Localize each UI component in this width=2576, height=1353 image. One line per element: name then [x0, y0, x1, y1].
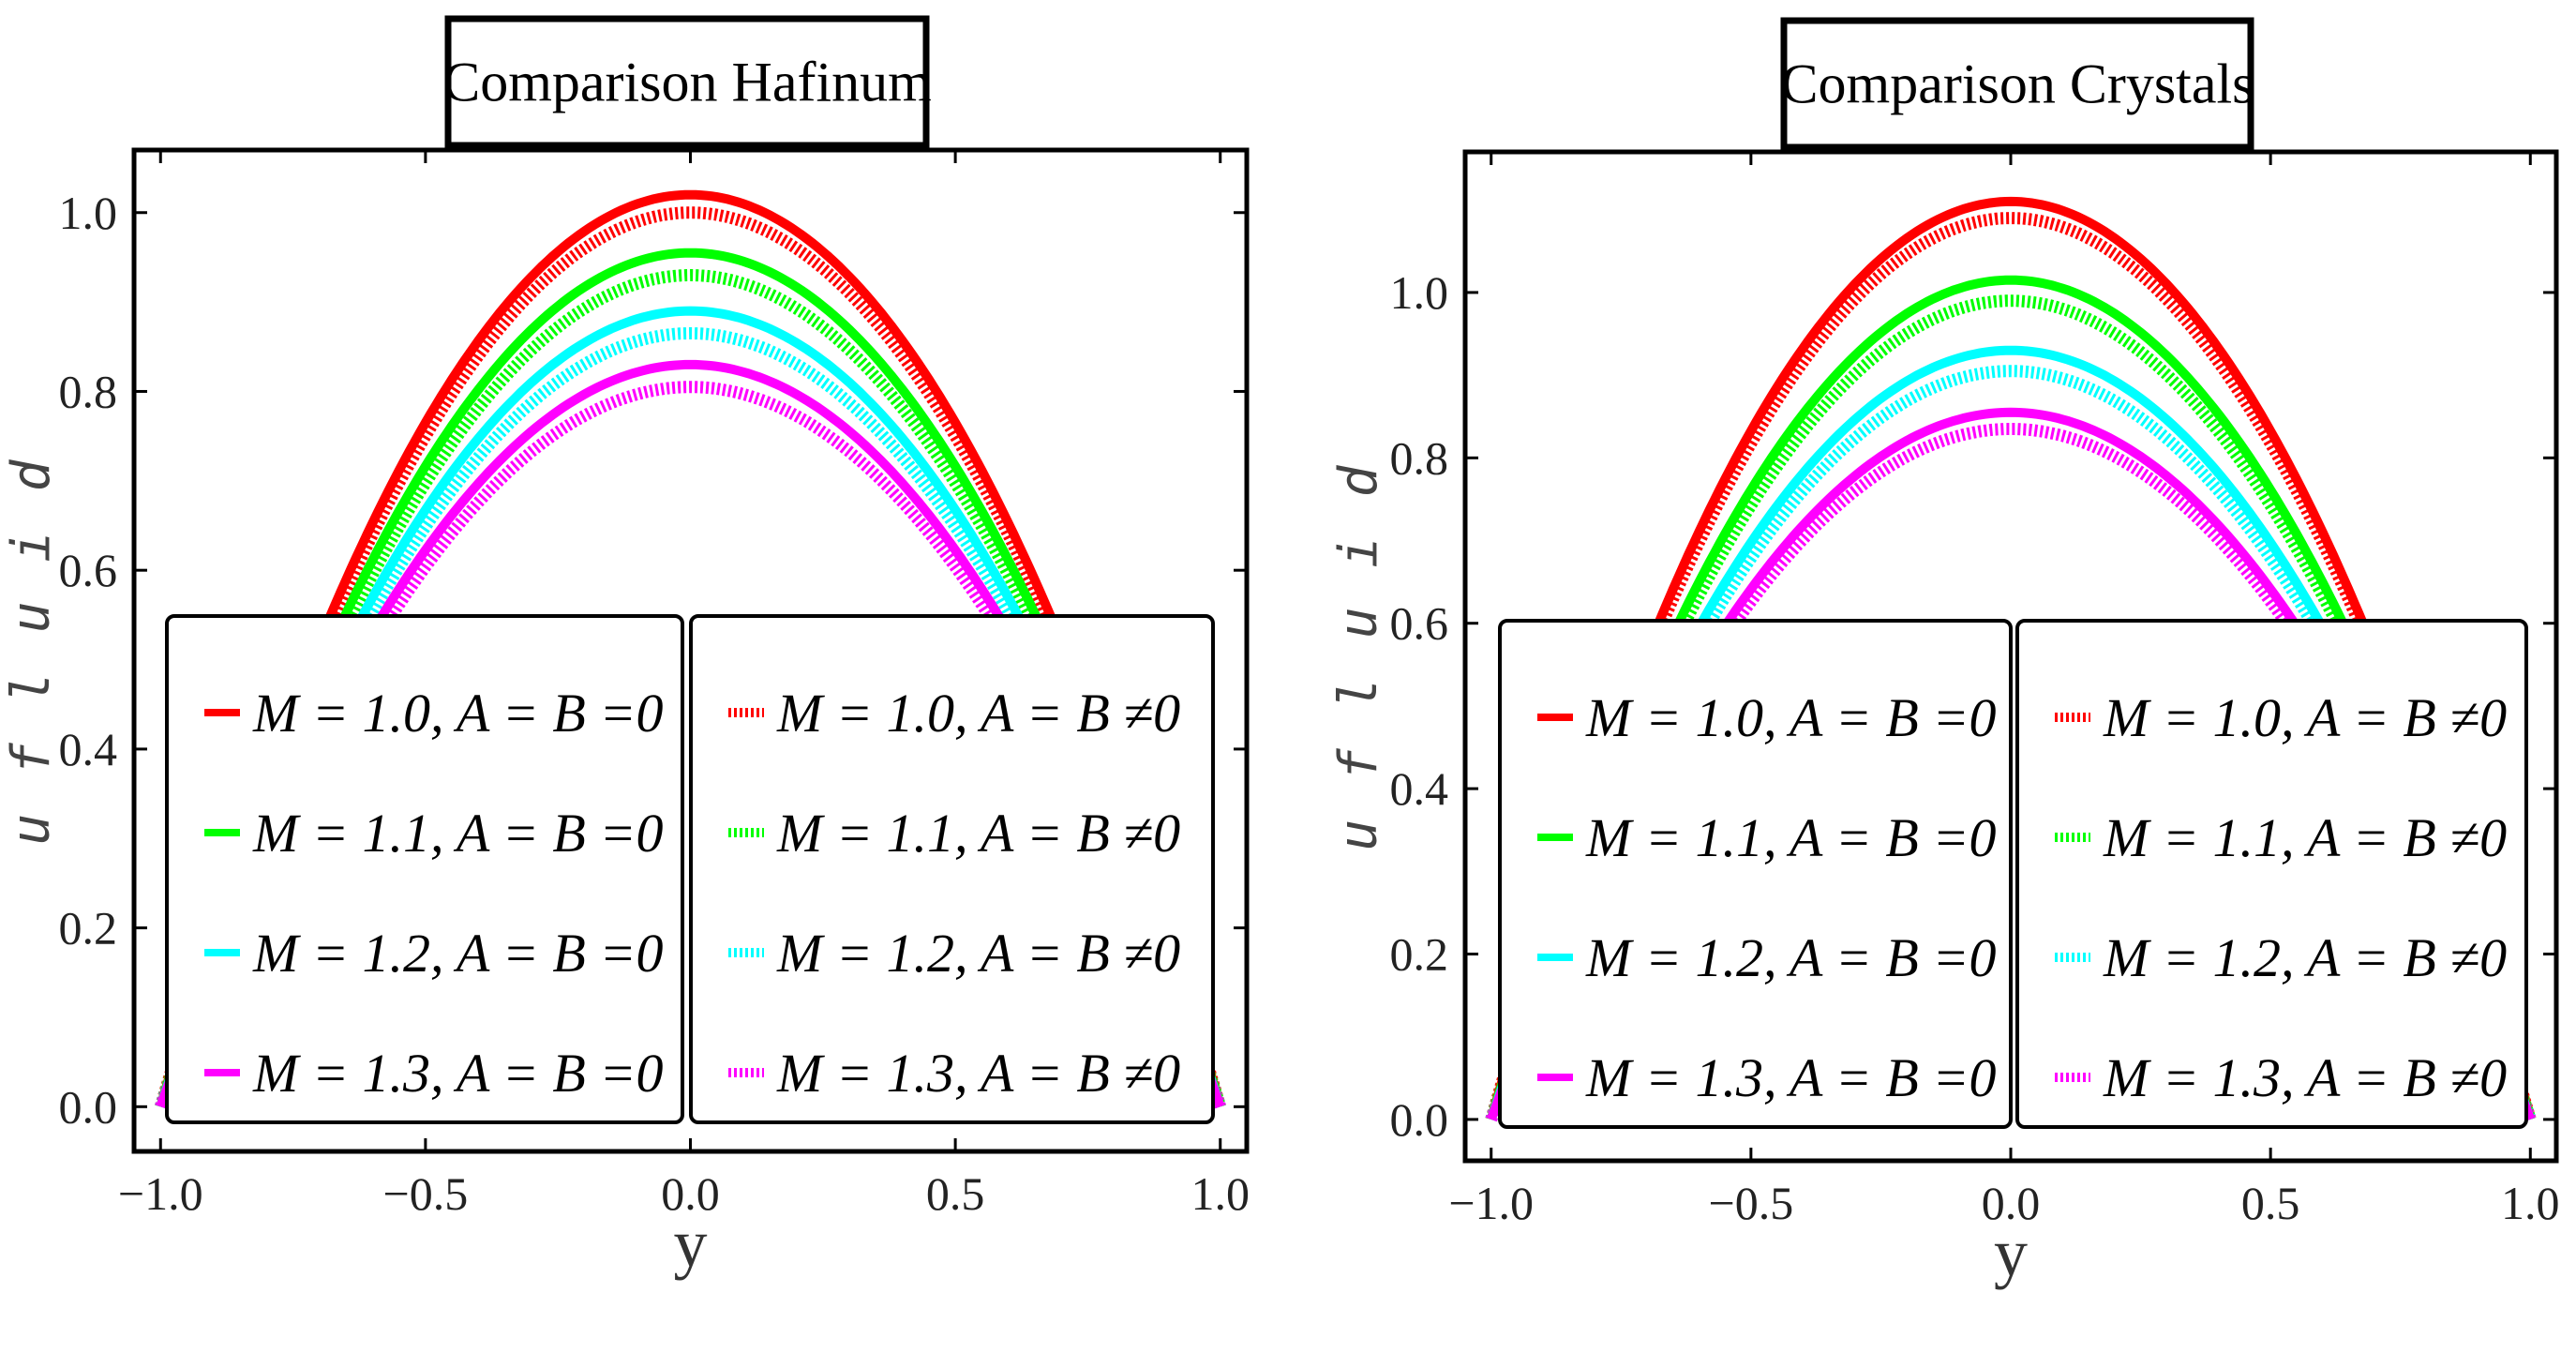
x-tick-label: −0.5 [383, 1167, 469, 1220]
legend-label: M = 1.3, A = B ≠0 [776, 1043, 1180, 1104]
y-tick-label: 0.2 [59, 902, 118, 955]
x-tick-label: −1.0 [118, 1167, 203, 1220]
legend-dotted: M = 1.0, A = B ≠0 M = 1.1, A = B ≠0 M = 1.… [2015, 619, 2528, 1129]
legend-box [2015, 619, 2528, 1129]
legend-label: M = 1.1, A = B =0 [1585, 807, 1997, 868]
legend-label: M = 1.0, A = B =0 [252, 683, 664, 744]
y-tick-label: 0.8 [1390, 431, 1449, 484]
legend-box [1498, 619, 2013, 1129]
legend-label: M = 1.1, A = B ≠0 [2103, 807, 2507, 868]
legend-solid: M = 1.0, A = B =0 M = 1.1, A = B =0 M = 1.… [1498, 619, 2013, 1129]
x-tick-label: 0.0 [1982, 1177, 2041, 1229]
legend-label: M = 1.2, A = B =0 [1585, 927, 1997, 988]
legend-label: M = 1.2, A = B =0 [252, 923, 664, 984]
y-tick-label: 0.4 [1390, 762, 1449, 815]
x-axis-label: y [674, 1206, 708, 1281]
series-line-7 [155, 326, 1226, 1109]
legend-label: M = 1.0, A = B ≠0 [2103, 687, 2507, 748]
legend-label: M = 1.1, A = B =0 [252, 803, 664, 864]
legend-box [165, 614, 684, 1124]
y-tick-label: 1.0 [1390, 266, 1449, 319]
legend-label: M = 1.2, A = B ≠0 [2103, 927, 2507, 988]
legend-label: M = 1.2, A = B ≠0 [776, 923, 1180, 984]
x-tick-label: −1.0 [1448, 1177, 1534, 1229]
y-tick-label: 0.0 [1390, 1093, 1449, 1146]
x-tick-label: 1.0 [2501, 1177, 2560, 1229]
y-axis-label: u f l u i d [1, 457, 62, 846]
chart-panel-1: Comparison Hafinum −1.0 −0.5 0.0 0.5 1.0 0.0 0.… [1, 15, 1250, 1281]
legend-solid: M = 1.0, A = B =0 M = 1.1, A = B =0 M = 1.… [165, 614, 684, 1124]
x-tick-label: −0.5 [1709, 1177, 1794, 1229]
series-line-8 [155, 381, 1226, 1109]
series-line-1 [1486, 196, 2536, 1121]
title-box [1780, 17, 2254, 151]
chart-title: Comparison Crystals [1781, 53, 2254, 115]
x-axis-label: y [1994, 1215, 2028, 1290]
legend-dotted: M = 1.0, A = B ≠0 M = 1.1, A = B ≠0 M = 1.… [689, 614, 1215, 1124]
legend-label: M = 1.1, A = B ≠0 [776, 803, 1180, 864]
y-tick-label: 1.0 [59, 187, 118, 239]
title-box [444, 15, 930, 149]
x-tick-label: 1.0 [1191, 1167, 1250, 1220]
legend-label: M = 1.0, A = B ≠0 [776, 683, 1180, 744]
y-tick-label: 0.2 [1390, 928, 1449, 981]
x-tick-label: 0.5 [926, 1167, 985, 1220]
series-line-1 [156, 189, 1225, 1108]
y-tick-label: 0.4 [59, 723, 118, 775]
y-axis-label: u f l u i d [1328, 462, 1389, 851]
legend-label: M = 1.0, A = B =0 [1585, 687, 1997, 748]
legend-box [689, 614, 1215, 1124]
legend-label: M = 1.3, A = B =0 [252, 1043, 664, 1104]
x-tick-label: 0.0 [661, 1167, 720, 1220]
y-tick-label: 0.8 [59, 365, 118, 417]
y-tick-label: 0.6 [59, 544, 118, 596]
y-tick-label: 0.6 [1390, 597, 1449, 650]
chart-title: Comparison Hafinum [442, 52, 932, 113]
chart-panel-2: Comparison Crystals −1.0 −0.5 0.0 0.5 1.0 0.0 0… [1328, 17, 2560, 1290]
y-tick-label: 0.0 [59, 1080, 118, 1133]
legend-label: M = 1.3, A = B ≠0 [2103, 1047, 2507, 1108]
x-tick-label: 0.5 [2241, 1177, 2300, 1229]
legend-label: M = 1.3, A = B =0 [1585, 1047, 1997, 1108]
